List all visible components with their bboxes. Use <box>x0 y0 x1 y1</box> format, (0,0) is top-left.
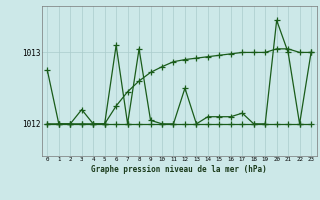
X-axis label: Graphe pression niveau de la mer (hPa): Graphe pression niveau de la mer (hPa) <box>91 165 267 174</box>
